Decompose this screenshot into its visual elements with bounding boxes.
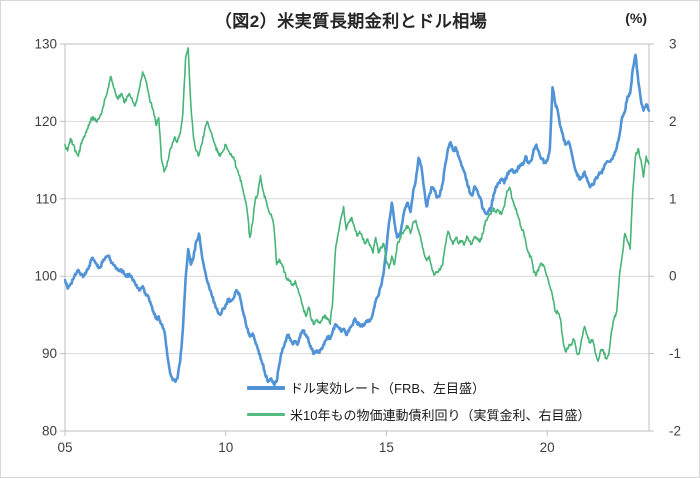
right-axis-tick-label: 0 bbox=[669, 269, 677, 284]
right-axis-tick-label: 3 bbox=[669, 37, 677, 52]
series-line-dollar-rate bbox=[64, 53, 651, 386]
left-axis-tick-label: 120 bbox=[34, 114, 57, 129]
x-axis-tick-label: 15 bbox=[379, 440, 394, 455]
chart-title: （図2）米実質長期金利とドル相場 bbox=[214, 12, 488, 31]
right-axis-tick-label: 1 bbox=[669, 191, 677, 206]
right-axis-tick-label: -2 bbox=[669, 424, 681, 439]
x-axis-tick-label: 20 bbox=[540, 440, 555, 455]
x-axis-tick-label: 10 bbox=[218, 440, 233, 455]
axis-ticks bbox=[60, 43, 654, 436]
right-axis-tick-label: -1 bbox=[669, 346, 681, 361]
left-axis-tick-label: 90 bbox=[42, 346, 57, 361]
left-axis-tick-label: 110 bbox=[35, 191, 57, 206]
right-axis-unit-label: (%) bbox=[625, 10, 647, 26]
right-axis-tick-label: 2 bbox=[669, 114, 677, 129]
left-axis-tick-label: 100 bbox=[34, 269, 57, 284]
plot-border bbox=[64, 43, 650, 432]
x-axis-tick-label: 05 bbox=[57, 440, 72, 455]
series-line-tips-yield bbox=[64, 47, 650, 363]
left-axis-tick-label: 130 bbox=[34, 37, 57, 52]
left-axis-tick-label: 80 bbox=[42, 424, 57, 439]
gridlines bbox=[65, 120, 649, 355]
